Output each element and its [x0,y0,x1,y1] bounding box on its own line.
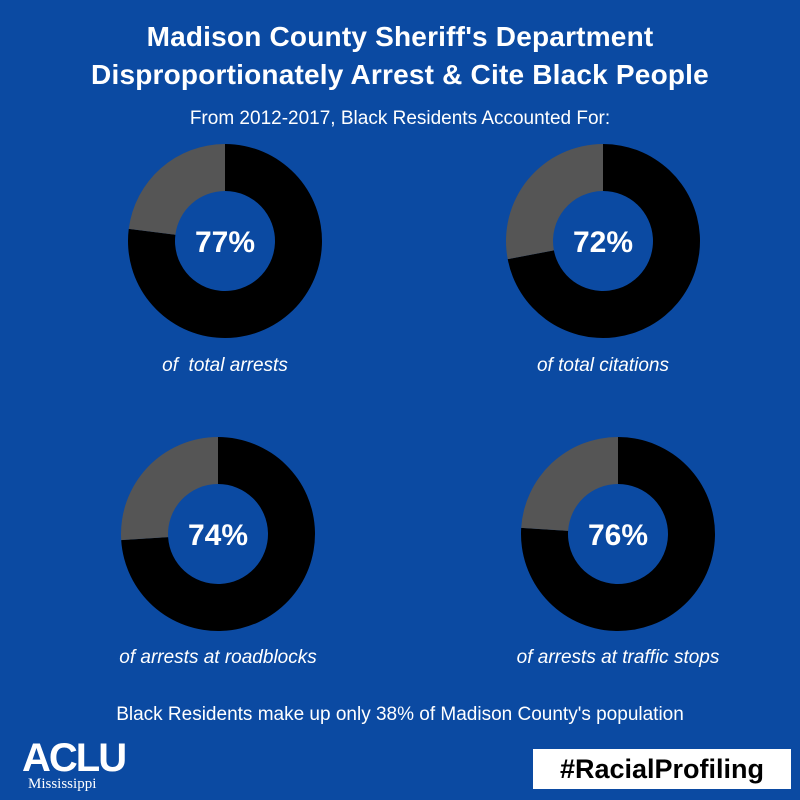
donut-slice-black-share [128,144,322,338]
donut-caption: of arrests at roadblocks [119,647,317,668]
donut-slice-other-share [128,144,225,235]
title-line-1: Madison County Sheriff's Department [146,21,654,52]
donut-caption: of arrests at traffic stops [517,647,720,668]
donut-slice-other-share [521,437,618,531]
donut-value-label: 77% [195,226,255,259]
donut-slice-other-share [121,437,218,541]
donut-value-label: 76% [588,519,648,552]
donut-slice-other-share [506,144,603,260]
donut-slice-black-share [520,437,715,631]
donut-slice-black-share [121,437,315,631]
population-footnote: Black Residents make up only 38% of Madi… [116,704,684,725]
donut-caption: of total citations [537,355,670,376]
donut-value-label: 72% [573,226,633,259]
donut-caption: of total arrests [162,355,288,376]
title-line-2: Disproportionately Arrest & Cite Black P… [91,59,709,90]
donut-chart-4: 76% of arrests at traffic stops [517,437,720,668]
donut-slice-black-share [507,144,700,338]
donut-value-label: 74% [188,519,248,552]
page-title: Madison County Sheriff's Department Disp… [0,18,800,94]
aclu-logo-text: ACLU [22,736,127,780]
aclu-logo-subtext: Mississippi [28,776,97,792]
subtitle: From 2012-2017, Black Residents Accounte… [189,108,611,129]
donut-chart-1: 77% of total arrests [128,144,322,376]
donut-chart-2: 72% of total citations [506,144,700,376]
donut-chart-3: 74% of arrests at roadblocks [119,437,317,668]
hashtag-badge: #RacialProfiling [533,749,791,789]
aclu-logo: ACLU Mississippi [22,736,127,792]
